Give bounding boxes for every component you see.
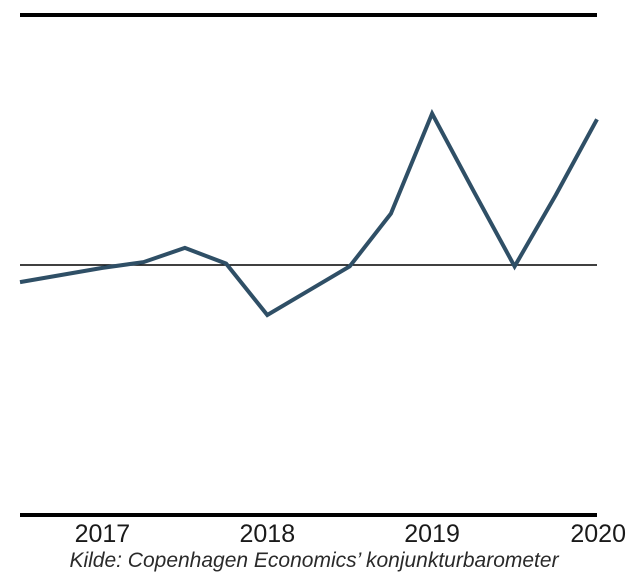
x-tick-label: 2017	[75, 520, 131, 548]
x-tick-label: 2019	[404, 520, 460, 548]
x-tick-labels: 2017 2018 2019 2020	[75, 520, 626, 548]
series-layer	[19, 108, 599, 318]
x-tick-label: 2018	[239, 520, 295, 548]
series-line	[19, 108, 599, 318]
source-note: Kilde: Copenhagen Economics’ konjunkturb…	[69, 549, 559, 572]
x-tick-label: 2020	[570, 520, 626, 548]
